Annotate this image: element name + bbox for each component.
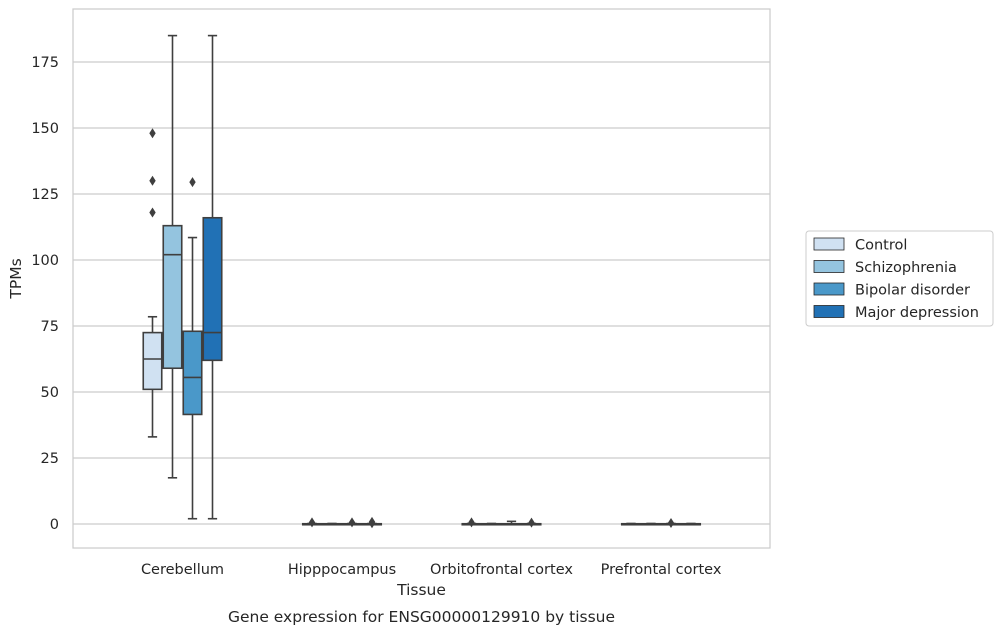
legend-label: Major depression xyxy=(855,305,979,321)
legend-swatch xyxy=(813,282,845,296)
box-bipolar-disorder-3 xyxy=(660,517,682,528)
y-tick-label: 25 xyxy=(41,451,59,467)
box-schizophrenia-0 xyxy=(162,34,183,479)
box-bipolar-disorder-1 xyxy=(341,517,363,528)
x-axis-ticks: Cerebellum Hipppocampus Orbitofrontal cort… xyxy=(141,562,722,578)
chart-caption: Gene expression for ENSG00000129910 by t… xyxy=(228,608,615,626)
legend: Control Schizophrenia Bipolar disorder Majo… xyxy=(805,230,994,327)
y-tick-label: 175 xyxy=(31,55,59,71)
outlier-point xyxy=(149,207,156,218)
x-axis-label: Tissue xyxy=(396,581,446,599)
legend-swatch xyxy=(813,260,845,273)
box-plot-marks xyxy=(142,34,702,529)
outlier-point xyxy=(308,517,316,528)
y-tick-label: 0 xyxy=(50,517,59,533)
box-control-3 xyxy=(620,522,642,526)
y-axis-ticks: 0 25 50 75 100 125 150 175 xyxy=(31,55,59,533)
box-control-0 xyxy=(142,128,163,438)
box-major-depression-2 xyxy=(521,517,542,528)
box-control-1 xyxy=(301,517,323,528)
legend-swatch xyxy=(813,237,845,251)
outlier-point xyxy=(149,175,156,186)
y-tick-label: 125 xyxy=(31,187,59,203)
legend-label: Schizophrenia xyxy=(855,260,957,276)
outlier-point xyxy=(468,517,475,528)
box-iqr xyxy=(162,224,183,370)
x-tick-label: Cerebellum xyxy=(141,562,224,578)
y-tick-label: 75 xyxy=(41,319,59,335)
box-major-depression-0 xyxy=(202,34,223,520)
box-major-depression-3 xyxy=(680,522,702,526)
y-tick-label: 50 xyxy=(41,385,59,401)
x-tick-label: Orbitofrontal cortex xyxy=(430,562,573,578)
box-bipolar-disorder-0 xyxy=(182,177,203,520)
legend-swatch xyxy=(813,305,845,318)
outlier-point xyxy=(667,517,675,528)
outlier-point xyxy=(528,517,535,528)
y-axis-label: TPMs xyxy=(7,258,25,299)
x-tick-label: Hipppocampus xyxy=(288,562,396,578)
outlier-point xyxy=(149,128,156,139)
legend-label: Bipolar disorder xyxy=(855,283,970,299)
box-iqr xyxy=(142,331,163,391)
box-iqr xyxy=(182,330,203,416)
box-major-depression-1 xyxy=(361,516,383,529)
outlier-point xyxy=(189,177,196,188)
legend-frame xyxy=(805,230,994,327)
plot-frame xyxy=(72,8,771,549)
box-iqr xyxy=(202,216,223,362)
legend-label: Control xyxy=(855,238,907,254)
y-tick-label: 150 xyxy=(31,121,59,137)
box-schizophrenia-2 xyxy=(481,522,502,526)
x-tick-label: Prefrontal cortex xyxy=(601,562,722,578)
box-schizophrenia-1 xyxy=(321,522,343,526)
box-control-2 xyxy=(461,517,482,528)
outlier-point xyxy=(348,517,356,528)
box-bipolar-disorder-2 xyxy=(501,520,522,526)
outlier-point xyxy=(368,516,376,527)
box-schizophrenia-3 xyxy=(640,522,662,526)
y-tick-label: 100 xyxy=(31,253,59,269)
